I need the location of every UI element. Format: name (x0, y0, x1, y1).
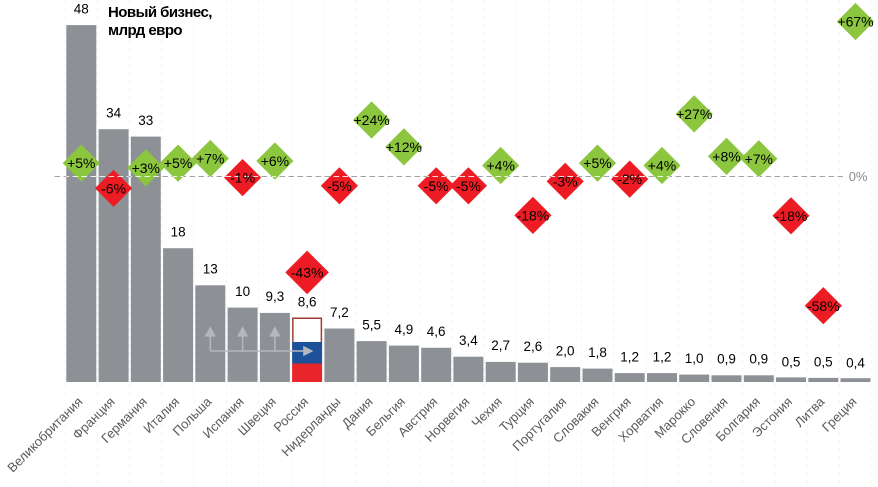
svg-text:0,5: 0,5 (814, 355, 833, 370)
svg-text:+3%: +3% (132, 160, 160, 176)
svg-text:0,5: 0,5 (782, 355, 801, 370)
svg-text:+5%: +5% (67, 155, 95, 171)
svg-text:+7%: +7% (745, 151, 773, 167)
svg-text:7,2: 7,2 (330, 305, 349, 320)
svg-text:18: 18 (171, 225, 186, 240)
svg-text:+5%: +5% (583, 155, 611, 171)
svg-text:-2%: -2% (617, 171, 642, 187)
svg-text:48: 48 (74, 1, 89, 16)
svg-text:-18%: -18% (775, 208, 808, 224)
svg-text:1,8: 1,8 (588, 345, 607, 360)
svg-text:8,6: 8,6 (298, 294, 317, 309)
svg-text:+5%: +5% (164, 155, 192, 171)
svg-text:+7%: +7% (196, 151, 224, 167)
svg-text:+12%: +12% (386, 139, 422, 155)
svg-text:0,4: 0,4 (846, 355, 865, 370)
svg-text:4,6: 4,6 (427, 324, 446, 339)
svg-text:+8%: +8% (712, 149, 740, 165)
svg-text:-3%: -3% (553, 174, 578, 190)
svg-text:-58%: -58% (807, 298, 840, 314)
svg-text:0,9: 0,9 (749, 352, 768, 367)
svg-text:1,0: 1,0 (685, 351, 704, 366)
svg-text:-18%: -18% (517, 208, 550, 224)
svg-text:0%: 0% (849, 169, 868, 184)
svg-text:млрд евро: млрд евро (108, 22, 182, 39)
svg-text:3,4: 3,4 (459, 333, 478, 348)
svg-text:33: 33 (138, 113, 153, 128)
svg-text:10: 10 (235, 284, 250, 299)
svg-text:Новый бизнес,: Новый бизнес, (108, 4, 212, 21)
svg-text:-43%: -43% (291, 265, 324, 281)
svg-text:2,7: 2,7 (491, 338, 510, 353)
svg-text:2,6: 2,6 (524, 339, 543, 354)
svg-text:+67%: +67% (837, 14, 873, 30)
svg-text:4,9: 4,9 (395, 322, 414, 337)
svg-text:0,9: 0,9 (717, 352, 736, 367)
svg-text:+27%: +27% (676, 106, 712, 122)
svg-text:-5%: -5% (327, 178, 352, 194)
svg-text:-1%: -1% (230, 170, 255, 186)
svg-text:+6%: +6% (261, 153, 289, 169)
svg-text:9,3: 9,3 (266, 289, 285, 304)
svg-text:-5%: -5% (424, 178, 449, 194)
svg-text:+24%: +24% (353, 112, 389, 128)
svg-text:1,2: 1,2 (653, 349, 672, 364)
svg-text:13: 13 (203, 262, 218, 277)
svg-text:1,2: 1,2 (620, 349, 639, 364)
svg-text:+4%: +4% (648, 158, 676, 174)
svg-text:34: 34 (106, 106, 122, 121)
svg-text:2,0: 2,0 (556, 343, 575, 358)
svg-text:-6%: -6% (101, 180, 126, 196)
svg-text:5,5: 5,5 (362, 317, 381, 332)
svg-text:-5%: -5% (456, 178, 481, 194)
svg-text:+4%: +4% (486, 158, 514, 174)
